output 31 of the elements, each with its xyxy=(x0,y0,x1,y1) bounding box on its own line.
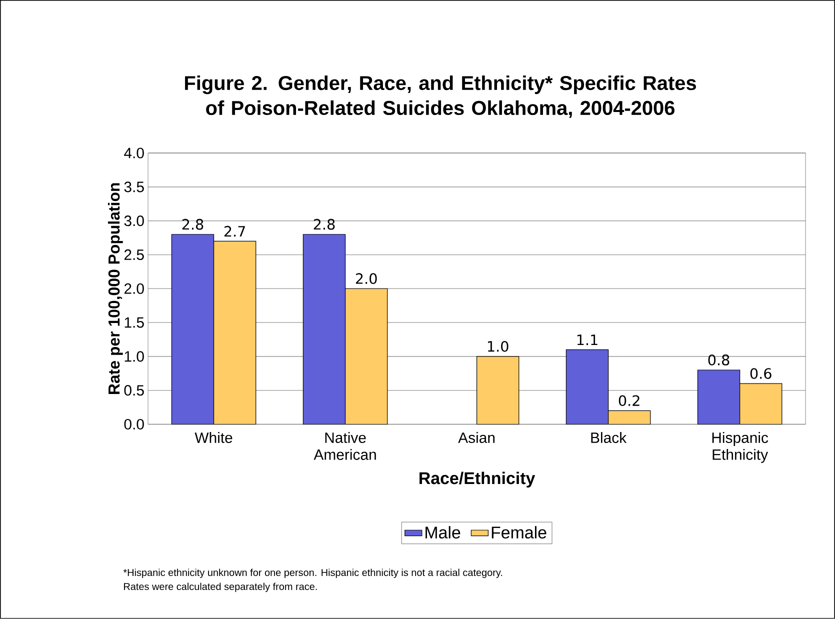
data-label: 1.0 xyxy=(488,341,508,352)
y-tick-label: 1.0 xyxy=(124,351,144,362)
y-tick-label: 4.0 xyxy=(124,148,144,158)
x-axis-title: Race/Ethnicity xyxy=(420,472,536,488)
y-tick-label: 0.0 xyxy=(124,419,144,430)
x-tick-label: Black xyxy=(591,432,627,444)
x-tick-label: Native American xyxy=(314,432,376,460)
y-tick-label: 2.5 xyxy=(124,250,144,260)
bar xyxy=(476,356,520,425)
legend-label: Male xyxy=(426,526,460,539)
x-tick-label: Asian xyxy=(458,432,495,444)
x-tick-label: White xyxy=(194,432,232,444)
y-axis-title: Rate per 100,000 Population xyxy=(108,183,123,394)
y-tick-label: 0.5 xyxy=(124,385,144,396)
data-label: 1.1 xyxy=(577,334,598,346)
y-tick-label: 1.5 xyxy=(124,317,144,328)
text: Rates were calculated separately from race. xyxy=(124,582,317,592)
data-label: 0.8 xyxy=(708,354,730,366)
y-tick-label: 3.0 xyxy=(124,216,144,226)
y-tick-label: 2.0 xyxy=(124,283,144,294)
data-label: 2.0 xyxy=(356,273,377,284)
x-tick-label: Hispanic Ethnicity xyxy=(712,432,768,463)
data-label: 2.8 xyxy=(182,219,204,230)
legend-label: Female xyxy=(492,526,546,539)
data-label: 0.2 xyxy=(618,395,640,406)
chart-title: Figure 2. Gender, Race, and Ethnicity* Specific Rates of Poison-Related Suicides Oklahoma, 2004-2006 xyxy=(185,76,696,118)
data-label: 2.8 xyxy=(314,219,335,230)
data-label: 0.6 xyxy=(750,368,772,380)
text: *Hispanic ethnicity unknown for one person. Hispanic ethnicity is not a racial category. xyxy=(123,568,502,578)
data-label: 2.7 xyxy=(224,226,246,237)
y-tick-label: 3.5 xyxy=(124,182,144,192)
